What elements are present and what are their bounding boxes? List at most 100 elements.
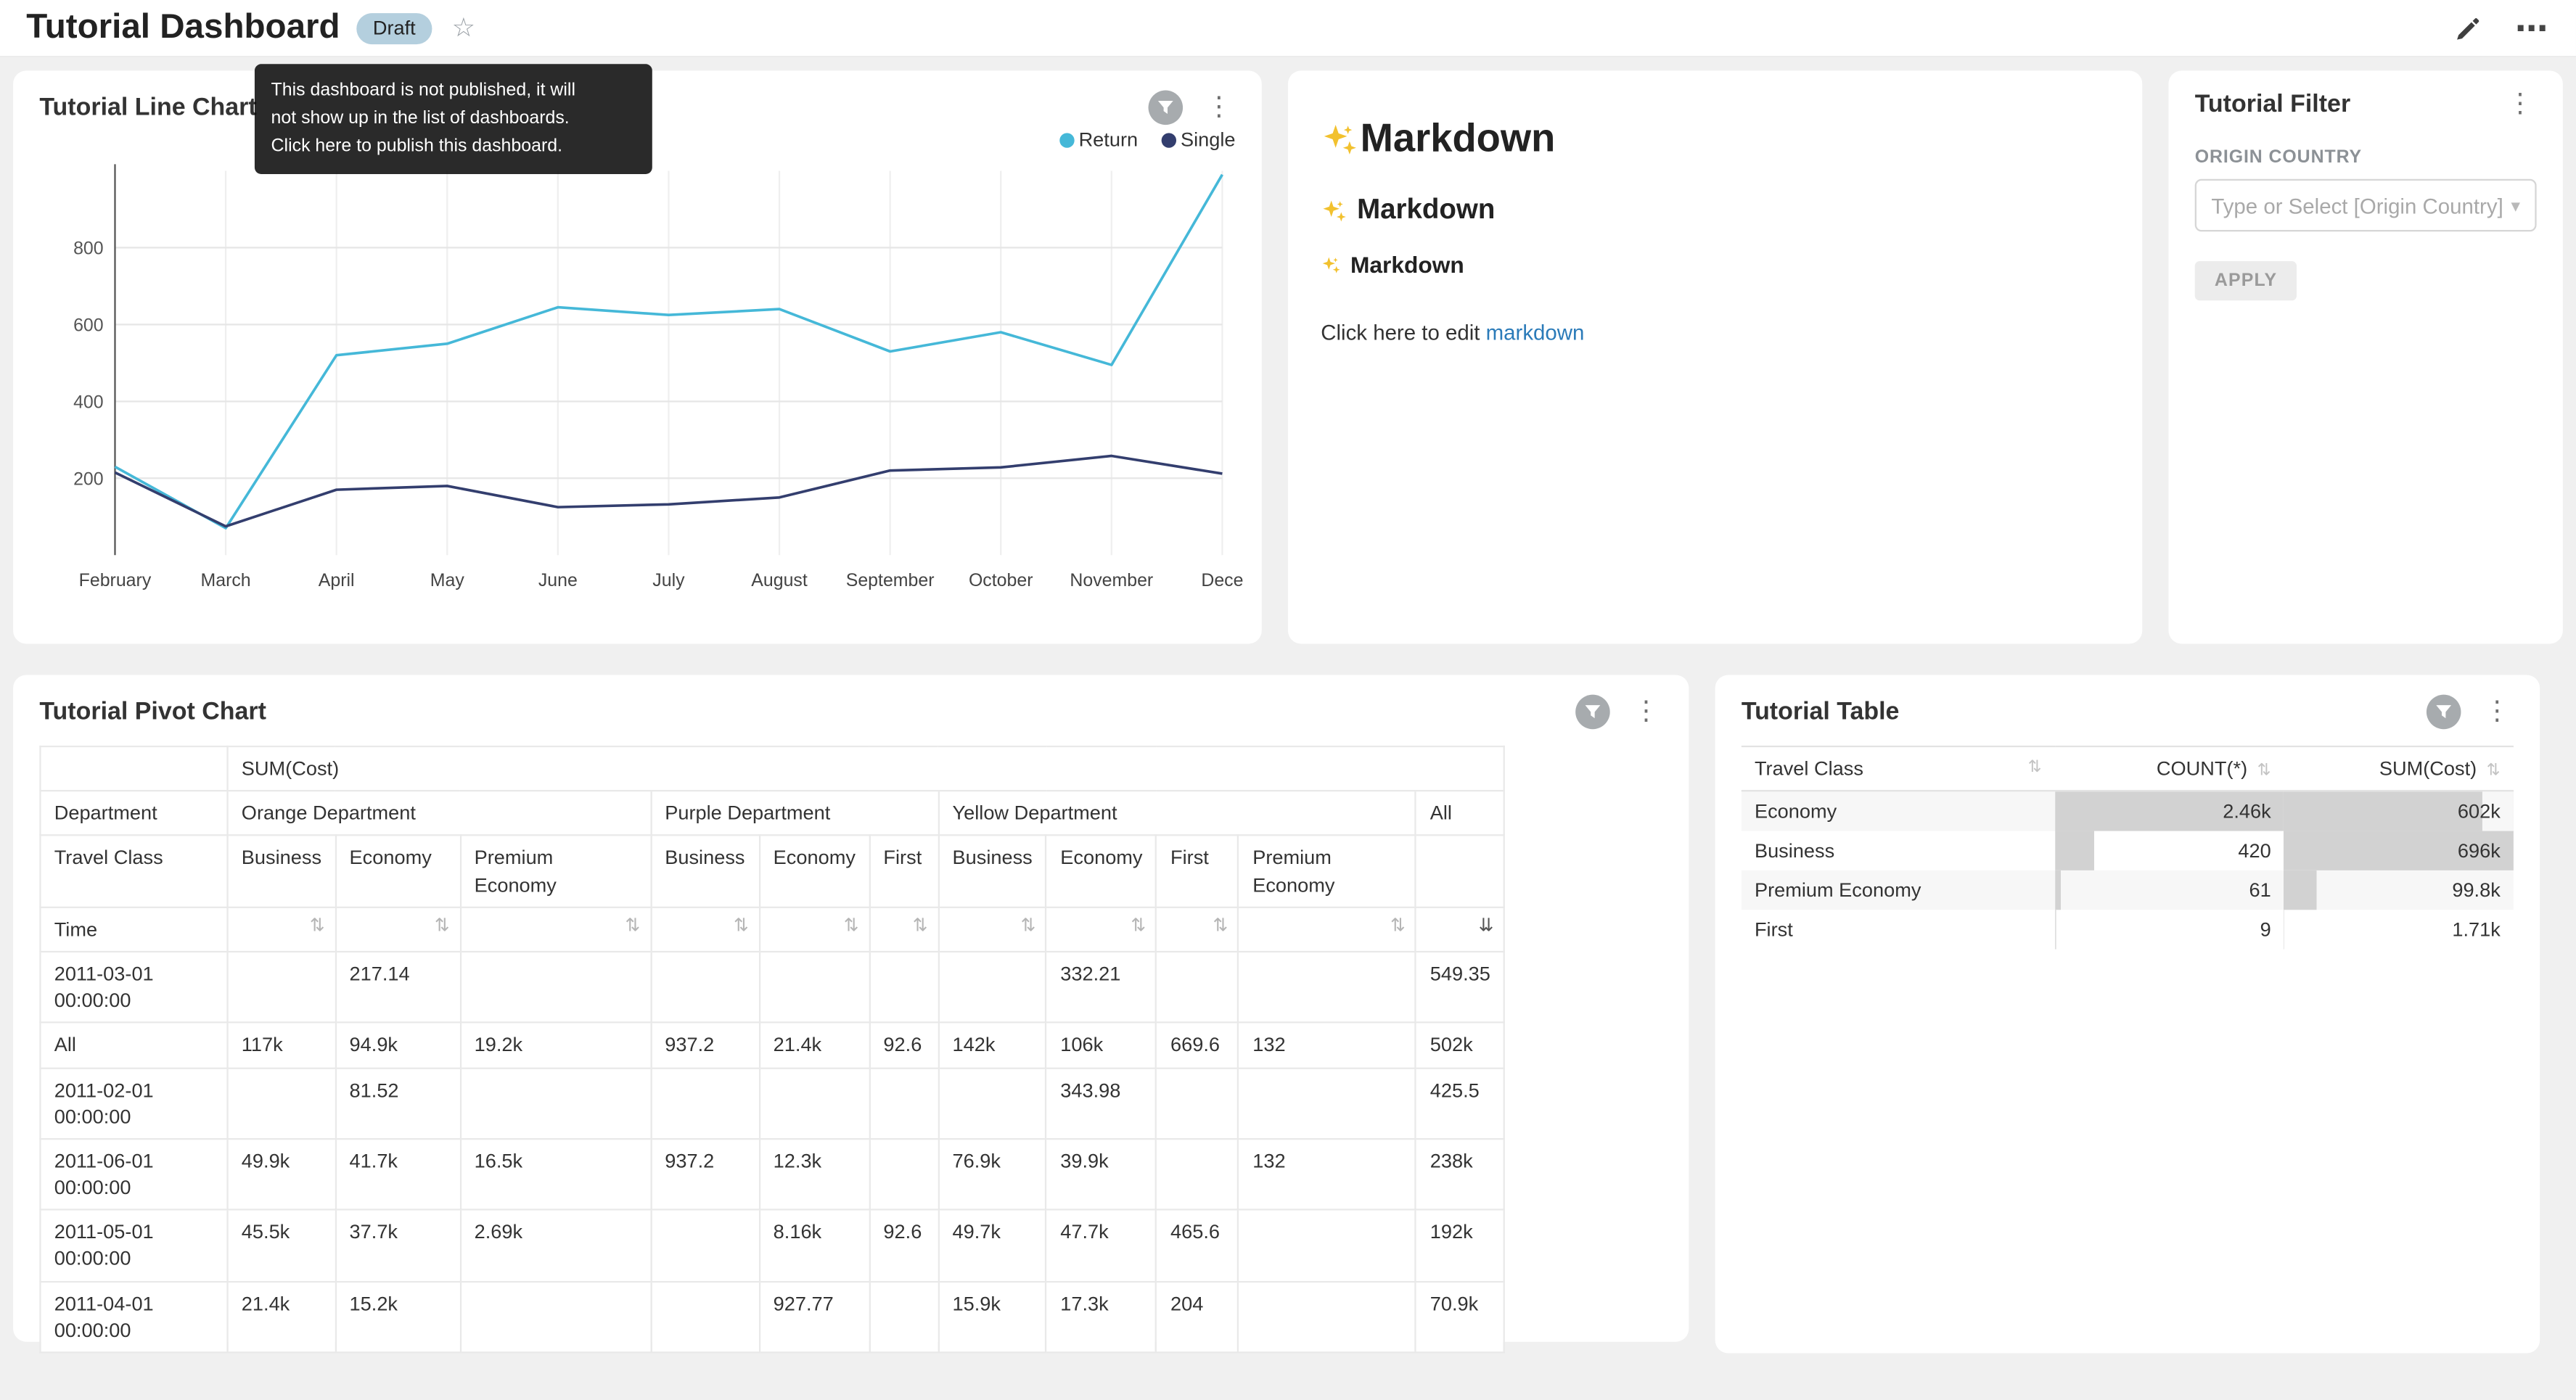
- pivot-cell: 39.9k: [1045, 1137, 1157, 1211]
- line-chart-kebab-icon[interactable]: ⋮: [1205, 92, 1232, 121]
- table-head-row: Travel Class ⇅ COUNT(*) ⇅ SUM(Cost) ⇅: [1741, 745, 2514, 792]
- pivot-cell: 49.7k: [938, 1208, 1048, 1282]
- apply-button[interactable]: APPLY: [2194, 260, 2297, 301]
- pivot-cell: 92.6: [869, 1208, 940, 1282]
- draft-badge[interactable]: Draft: [356, 12, 432, 44]
- dashboard-header: Tutorial Dashboard Draft ☆ ⋯: [0, 0, 2576, 58]
- dashboard-row-bottom: Tutorial Pivot Chart ⋮ SUM(Cost) Departme…: [13, 675, 2563, 1354]
- sort-toggle-icon[interactable]: ⇅: [459, 906, 652, 952]
- origin-country-select[interactable]: Type or Select [Origin Country] ▾: [2194, 178, 2537, 232]
- svg-text:Dece: Dece: [1201, 570, 1243, 590]
- pivot-cell: [1155, 1066, 1240, 1140]
- pivot-cell: [869, 1137, 940, 1211]
- table-col-travel-class[interactable]: Travel Class ⇅: [1741, 745, 2055, 792]
- pivot-cell: 15.2k: [335, 1280, 462, 1354]
- pivot-cell: 549.35: [1415, 950, 1506, 1024]
- pivot-class-header: Economy: [758, 834, 871, 908]
- svg-text:October: October: [969, 570, 1033, 590]
- pivot-group-header: Yellow Department: [938, 790, 1417, 837]
- header-more-icon[interactable]: ⋯: [2515, 10, 2550, 47]
- table-row[interactable]: First 9 1.71k: [1742, 910, 2514, 950]
- pivot-cell: 81.52: [335, 1066, 462, 1140]
- pivot-cell: [226, 950, 337, 1024]
- sort-desc-icon[interactable]: ⇊: [1415, 906, 1506, 952]
- table-col-count[interactable]: COUNT(*) ⇅: [2054, 745, 2284, 792]
- legend-item-return[interactable]: Return: [1059, 128, 1138, 151]
- favorite-star-icon[interactable]: ☆: [451, 15, 476, 43]
- page-title: Tutorial Dashboard: [26, 8, 340, 46]
- pivot-cell: 217.14: [335, 950, 462, 1024]
- pivot-cell: [938, 950, 1048, 1024]
- pivot-cell: 2.69k: [459, 1208, 652, 1282]
- pivot-cell: 132: [1237, 1021, 1417, 1068]
- table-row[interactable]: Business 420 696k: [1742, 831, 2514, 870]
- pivot-group-header: Purple Department: [649, 790, 940, 837]
- draft-tooltip[interactable]: This dashboard is not published, it will…: [254, 64, 652, 175]
- table-card-kebab-icon[interactable]: ⋮: [2484, 697, 2511, 725]
- pivot-class-header: First: [869, 834, 940, 908]
- edit-dashboard-icon[interactable]: [2454, 14, 2482, 41]
- pivot-class-header: First: [1155, 834, 1240, 908]
- svg-text:July: July: [652, 570, 685, 590]
- pivot-cell: 19.2k: [459, 1021, 652, 1068]
- funnel-icon: [1585, 705, 1601, 719]
- pivot-cell: [869, 950, 940, 1024]
- pivot-cell: 15.9k: [938, 1280, 1048, 1354]
- pivot-cell: 132: [1237, 1137, 1417, 1211]
- pivot-chart-kebab-icon[interactable]: ⋮: [1633, 697, 1660, 725]
- cell-sum: 99.8k: [2284, 870, 2514, 910]
- pivot-cell: [459, 950, 652, 1024]
- sort-toggle-icon: ⇅: [2027, 758, 2042, 777]
- pivot-cell: 937.2: [649, 1021, 760, 1068]
- pivot-class-header: Economy: [335, 834, 462, 908]
- markdown-paragraph: Click here to edit markdown: [1321, 320, 1585, 345]
- filter-indicator-icon[interactable]: [1148, 90, 1184, 125]
- pencil-icon: [2457, 17, 2479, 39]
- legend-item-single[interactable]: Single: [1160, 128, 1236, 151]
- sort-toggle-icon[interactable]: ⇅: [1155, 906, 1240, 952]
- sparkles-icon: [1321, 120, 1360, 159]
- table-row[interactable]: Premium Economy 61 99.8k: [1741, 870, 2514, 910]
- sort-toggle-icon[interactable]: ⇅: [335, 906, 462, 952]
- cell-travel-class: Premium Economy: [1741, 870, 2055, 910]
- pivot-cell: 502k: [1415, 1021, 1506, 1068]
- pivot-cell: 49.9k: [226, 1137, 337, 1211]
- chevron-down-icon: ▾: [2511, 196, 2520, 216]
- sort-toggle-icon[interactable]: ⇅: [869, 906, 940, 952]
- pivot-cell: 142k: [938, 1021, 1048, 1068]
- filter-card-kebab-icon[interactable]: ⋮: [2506, 89, 2534, 118]
- pivot-cell: [1237, 1208, 1417, 1282]
- line-chart-legend: Return Single: [39, 125, 1236, 155]
- pivot-cell: 106k: [1045, 1021, 1157, 1068]
- sort-toggle-icon[interactable]: ⇅: [226, 906, 337, 952]
- filter-indicator-icon[interactable]: [1575, 694, 1610, 730]
- pivot-cell: [1237, 1066, 1417, 1140]
- sort-toggle-icon[interactable]: ⇅: [1045, 906, 1157, 952]
- sort-toggle-icon[interactable]: ⇅: [1237, 906, 1417, 952]
- pivot-cell: [226, 1066, 337, 1140]
- pivot-cell: 117k: [226, 1021, 337, 1068]
- pivot-cell: [649, 1280, 760, 1354]
- pivot-department-row: Department Orange Department Purple Depart…: [39, 790, 1506, 837]
- pivot-cell: [459, 1066, 652, 1140]
- filter-indicator-icon[interactable]: [2426, 694, 2461, 730]
- pivot-class-header: Business: [649, 834, 760, 908]
- svg-text:400: 400: [73, 392, 104, 412]
- table-row[interactable]: Economy 2.46k 602k: [1741, 791, 2514, 831]
- pivot-sort-row: Time ⇅ ⇅ ⇅ ⇅ ⇅ ⇅ ⇅ ⇅ ⇅ ⇅ ⇊: [39, 906, 1506, 952]
- sort-toggle-icon[interactable]: ⇅: [649, 906, 760, 952]
- pivot-cell: 47.7k: [1045, 1208, 1157, 1282]
- pivot-cell: 76.9k: [938, 1137, 1048, 1211]
- svg-text:800: 800: [73, 238, 104, 258]
- pivot-cell: [1155, 1137, 1240, 1211]
- markdown-h2: Markdown: [1321, 194, 2109, 226]
- table-col-sum-cost[interactable]: SUM(Cost) ⇅: [2284, 745, 2514, 792]
- filter-card: Tutorial Filter ⋮ ORIGIN COUNTRY Type or…: [2168, 70, 2563, 644]
- pivot-table: SUM(Cost) Department Orange Department Purp…: [39, 745, 1506, 1354]
- sort-toggle-icon[interactable]: ⇅: [758, 906, 871, 952]
- sort-toggle-icon[interactable]: ⇅: [938, 906, 1048, 952]
- markdown-link[interactable]: markdown: [1485, 320, 1585, 345]
- data-table: Travel Class ⇅ COUNT(*) ⇅ SUM(Cost) ⇅ Economy…: [1741, 745, 2514, 950]
- pivot-class-header: Business: [226, 834, 337, 908]
- pivot-cell: [1155, 950, 1240, 1024]
